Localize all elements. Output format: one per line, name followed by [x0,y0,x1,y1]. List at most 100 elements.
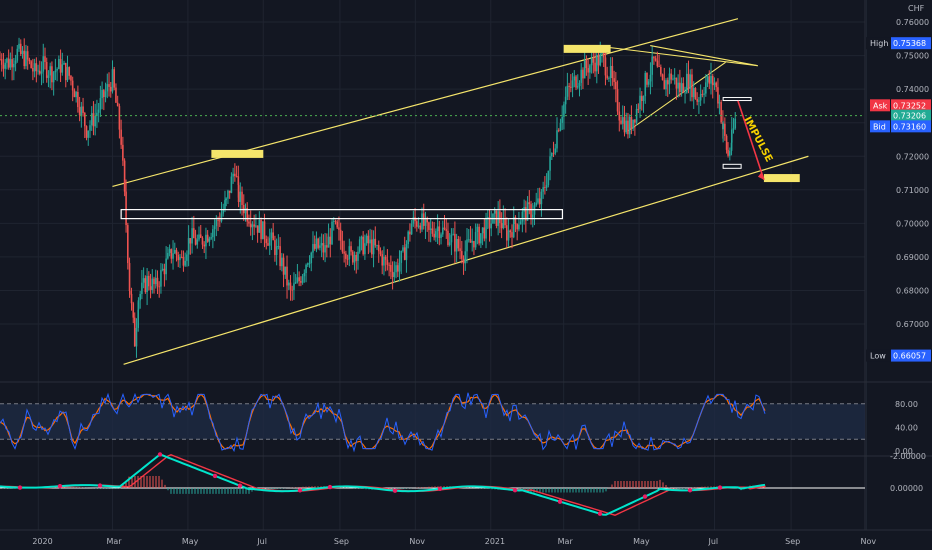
candle-body [390,264,392,272]
macd-cross-marker [717,485,723,490]
price-tag-name-bg [866,349,890,362]
price-tag-name-bg [870,99,890,112]
candle-body [499,211,501,224]
candle-body [613,78,615,82]
candle-body [294,282,297,284]
candle-body [698,100,700,102]
candle-body [113,69,116,88]
candle-body [334,220,337,222]
candle-body [52,72,55,83]
candle-body [90,113,93,126]
candle-body [696,99,698,102]
candle-body [239,191,242,202]
time-tick-label: Mar [106,537,122,546]
candle-body [388,264,390,266]
candle-body [193,228,195,239]
candle-body [189,238,192,244]
candle-body [516,224,518,230]
candle-body [417,225,420,227]
candle-body [329,236,332,245]
candle-body [7,58,10,68]
time-tick-label: Mar [558,537,574,546]
candle-body [589,65,591,73]
candle-body [47,75,50,78]
candle-body [530,204,532,218]
candle-body [556,130,558,149]
candle-body [402,247,404,251]
candle-body [578,82,581,87]
candle-body [156,277,159,287]
candle-body [261,221,264,240]
candle-body [265,238,268,244]
candle-body [293,283,295,290]
candle-body [410,223,413,235]
candle-body [512,217,515,238]
candle-body [99,98,102,110]
candle-body [127,225,129,264]
candle-body [537,198,539,203]
candle-body [141,282,143,294]
candle-body [71,80,74,91]
candle-body [687,73,690,89]
candle-body [436,226,439,232]
candle-body [409,231,411,235]
macd-cross-marker [557,499,563,504]
price-tag-value: 0.73252 [893,101,926,110]
macd-tick-label: -2.00000 [890,452,926,461]
candle-body [25,51,27,67]
candle-body [168,249,171,253]
candle-body [194,238,197,245]
candle-body [89,125,91,131]
candle-body [634,119,636,123]
candle-body [54,70,57,73]
candle-body [680,83,683,92]
candle-body [320,243,323,246]
candle-body [298,277,300,282]
candle-body [391,271,394,278]
candle-body [66,67,69,81]
candle-body [729,150,731,156]
candle-body [111,69,114,92]
candle-body [433,233,435,238]
time-tick-label: Jul [707,537,718,546]
candle-body [63,63,65,65]
candle-body [535,202,538,206]
candle-body [319,245,321,248]
candle-body [564,96,567,105]
candle-body [123,160,126,192]
candle-body [462,258,465,264]
candle-body [315,238,318,249]
candle-body [306,263,309,265]
candle-body [51,66,53,83]
candle-body [210,237,212,239]
candle-body [85,126,88,138]
candle-body [506,225,508,241]
candle-body [377,245,380,252]
candle-body [549,156,551,171]
candle-body [133,317,136,347]
candle-body [215,219,218,227]
candle-body [139,293,141,301]
candle-body [720,102,722,123]
price-tick-label: 0.70000 [896,219,929,228]
candle-body [461,251,463,259]
wedge-upper [593,44,758,67]
candle-body [441,227,444,235]
candle-body [642,96,645,101]
candle-body [255,225,257,227]
candle-body [481,227,484,234]
candle-body [191,228,193,244]
candle-body [606,75,608,79]
candle-body [705,82,707,94]
macd-cross-marker [237,483,243,488]
candle-body [654,58,657,61]
candle-body [317,238,319,248]
candle-body [660,66,662,75]
price-tag-name: Bid [873,122,886,131]
candle-body [672,78,674,80]
candle-body [130,293,133,304]
candle-body [165,258,167,275]
candle-body [75,92,77,98]
candle-body [376,245,378,246]
